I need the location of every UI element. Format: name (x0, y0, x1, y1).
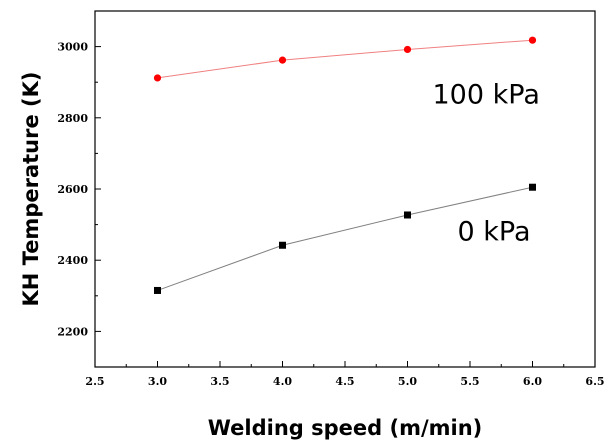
series-label: 0 kPa (458, 217, 531, 248)
x-tick-label: 5.5 (460, 375, 479, 388)
x-axis-title: Welding speed (m/min) (208, 416, 483, 440)
y-tick-label: 2600 (57, 183, 88, 196)
data-point (153, 74, 162, 82)
data-point (529, 183, 536, 191)
plot-frame (94, 10, 596, 368)
series-line-1 (157, 186, 533, 291)
x-tick-label: 6.0 (523, 375, 542, 388)
y-tick-label: 2800 (57, 112, 88, 125)
data-point (403, 45, 412, 54)
x-tick-label: 4.0 (273, 375, 292, 388)
x-tick-label: 3.0 (148, 375, 167, 388)
data-point (279, 241, 286, 249)
y-axis-title: KH Temperature (K) (19, 72, 43, 307)
data-point (154, 286, 161, 294)
data-point (404, 211, 411, 219)
x-tick-label: 5.0 (398, 375, 417, 388)
y-tick-label: 2400 (57, 254, 88, 267)
data-point (528, 36, 537, 44)
series-label: 100 kPa (433, 80, 540, 111)
y-tick-label: 2200 (57, 325, 88, 338)
series-labels: 100 kPa 0 kPa (433, 80, 540, 248)
x-axis-ticks: 2.5 3.0 3.5 4.0 4.5 5.0 5.5 6.0 6.5 (85, 361, 605, 388)
y-tick-label: 3000 (57, 41, 88, 54)
series-line-0 (157, 39, 533, 79)
data-point (278, 56, 287, 64)
y-axis-ticks: 2200 2400 2600 2800 3000 (57, 10, 101, 368)
x-tick-label: 6.5 (585, 375, 604, 388)
x-tick-label: 3.5 (210, 375, 229, 388)
series-layer (153, 36, 537, 294)
x-tick-label: 2.5 (85, 375, 104, 388)
x-tick-label: 4.5 (335, 375, 354, 388)
